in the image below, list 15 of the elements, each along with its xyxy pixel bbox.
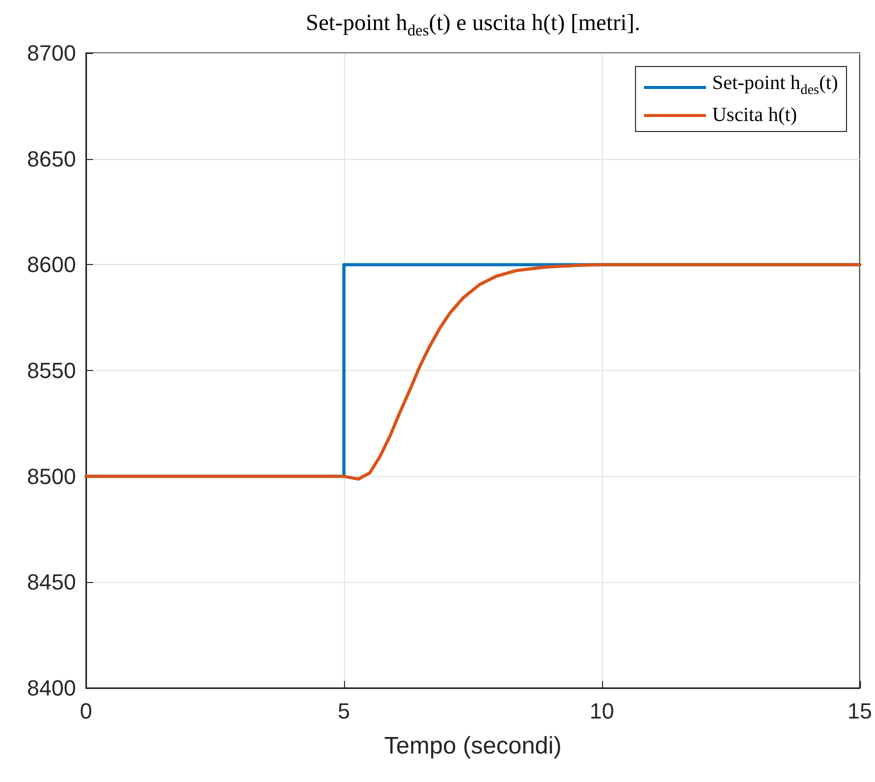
legend-label: Set-point h$_{des}$(t): [712, 71, 838, 100]
x-tick-label: 15: [848, 698, 872, 724]
y-tick-label: 8500: [27, 464, 76, 489]
y-tick-label: 8700: [27, 40, 76, 66]
y-tick-label: 8550: [27, 358, 76, 383]
y-tick-label: 8450: [27, 570, 76, 595]
x-tick-label: 5: [338, 698, 350, 724]
y-tick-label: 8650: [27, 146, 76, 172]
x-tick-label: 10: [590, 698, 614, 724]
chart-title: Set-point h$_{des}$(t) e uscita h(t) [metri].: [304, 10, 642, 41]
y-tick-label: 8600: [27, 252, 76, 278]
x-tick-label: 0: [80, 698, 92, 724]
y-tick-label: 8400: [27, 676, 76, 700]
x-axis-title: Tempo (secondi): [384, 732, 562, 760]
legend-label: Uscita h(t): [712, 103, 798, 127]
